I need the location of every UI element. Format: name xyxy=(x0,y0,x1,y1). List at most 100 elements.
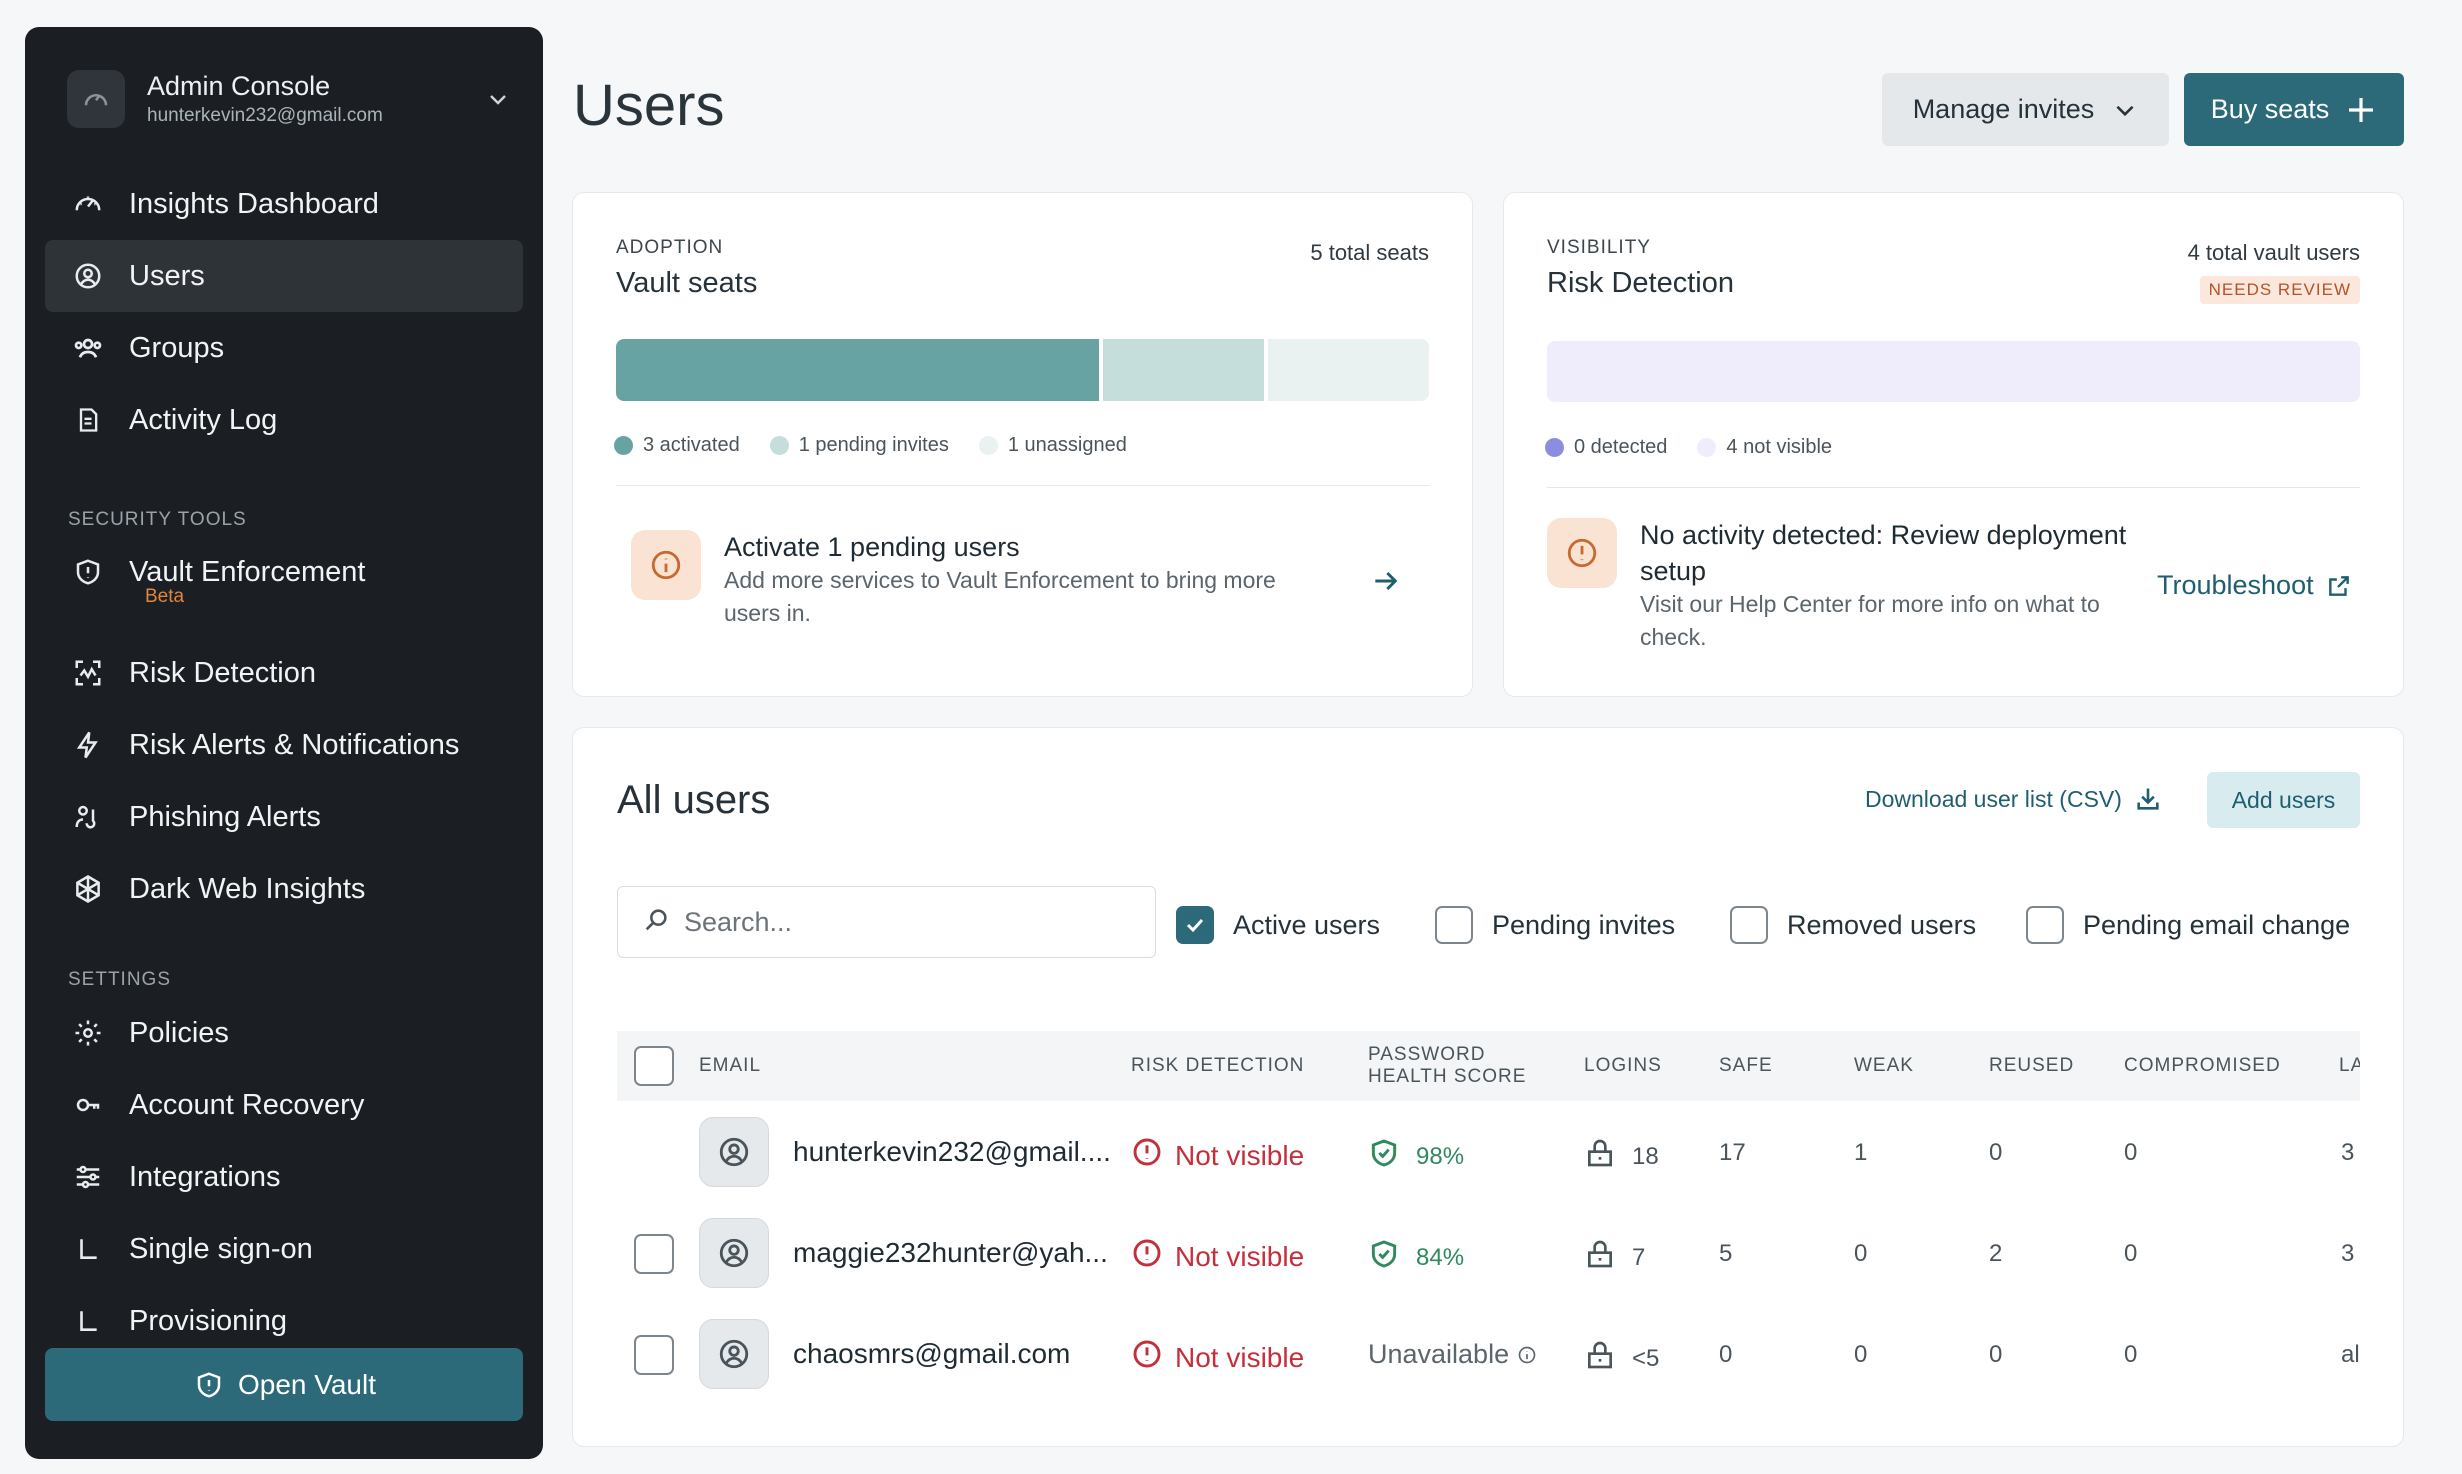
safe-count: 17 xyxy=(1719,1139,1746,1166)
sidebar-item-account-recovery[interactable]: Account Recovery xyxy=(45,1069,523,1141)
user-email[interactable]: maggie232hunter@yah... xyxy=(793,1237,1108,1268)
sidebar-item-risk-detection[interactable]: Risk Detection xyxy=(45,637,523,709)
gauge-icon xyxy=(71,187,105,221)
logins-count: 18 xyxy=(1584,1137,1659,1176)
checkbox[interactable] xyxy=(1730,906,1768,944)
sliders-icon xyxy=(71,1160,105,1194)
manage-invites-button[interactable]: Manage invites xyxy=(1882,73,2169,146)
filter-pending-email-change[interactable]: Pending email change xyxy=(2026,906,2350,944)
sidebar-item-activity-log[interactable]: Activity Log xyxy=(45,384,523,456)
sidebar-item-vault-enforcement[interactable]: Vault Enforcement Beta xyxy=(45,536,523,608)
troubleshoot-link[interactable]: Troubleshoot xyxy=(2157,570,2352,601)
row-checkbox[interactable] xyxy=(634,1234,674,1274)
info-icon xyxy=(631,530,701,600)
download-csv-link[interactable]: Download user list (CSV) xyxy=(1865,785,2162,813)
column-weak[interactable]: WEAK xyxy=(1854,1055,1914,1076)
filter-active-users[interactable]: Active users xyxy=(1176,906,1380,944)
alert-circle-icon xyxy=(1547,518,1617,588)
sidebar-item-provisioning[interactable]: Provisioning xyxy=(45,1285,523,1357)
account-switcher[interactable]: Admin Console hunterkevin232@gmail.com xyxy=(67,64,513,134)
bolt-icon xyxy=(71,728,105,762)
sidebar-item-dark-web-insights[interactable]: Dark Web Insights xyxy=(45,853,523,925)
select-all-checkbox[interactable] xyxy=(634,1046,674,1086)
sidebar-item-label: Phishing Alerts xyxy=(129,800,321,833)
sidebar-item-policies[interactable]: Policies xyxy=(45,997,523,1069)
shield-check-icon xyxy=(1368,1137,1400,1176)
account-email: hunterkevin232@gmail.com xyxy=(147,105,383,126)
filter-label: Removed users xyxy=(1787,909,1977,940)
section-title-settings: SETTINGS xyxy=(68,969,172,990)
open-vault-button[interactable]: Open Vault xyxy=(45,1348,523,1421)
risk-status: Not visible xyxy=(1131,1237,1304,1276)
search-box[interactable] xyxy=(617,886,1156,958)
legend-unassigned: 1 unassigned xyxy=(978,434,1127,457)
sidebar-item-users[interactable]: Users xyxy=(45,240,523,312)
password-health-unavailable: Unavailable xyxy=(1368,1339,1537,1370)
last-value: 3 xyxy=(2341,1240,2355,1267)
external-link-icon xyxy=(2326,573,2352,599)
info-icon[interactable] xyxy=(1517,1345,1537,1365)
filter-pending-invites[interactable]: Pending invites xyxy=(1435,906,1675,944)
checkbox-checked[interactable] xyxy=(1176,906,1214,944)
safe-count: 5 xyxy=(1719,1240,1733,1267)
search-icon xyxy=(642,906,670,939)
column-reused[interactable]: REUSED xyxy=(1989,1055,2075,1076)
lock-icon xyxy=(1584,1137,1616,1176)
sidebar-item-groups[interactable]: Groups xyxy=(45,312,523,384)
sidebar-item-label: Insights Dashboard xyxy=(129,187,379,220)
sidebar-item-label: Activity Log xyxy=(129,403,278,436)
buy-seats-button[interactable]: Buy seats xyxy=(2184,73,2404,146)
risk-bar-not-visible xyxy=(1547,341,2360,402)
add-users-button[interactable]: Add users xyxy=(2207,772,2360,828)
column-risk-detection[interactable]: RISK DETECTION xyxy=(1131,1055,1305,1076)
column-logins[interactable]: LOGINS xyxy=(1584,1055,1662,1076)
last-value: al xyxy=(2341,1341,2360,1368)
seat-bar-pending xyxy=(1103,339,1264,401)
sidebar-item-risk-alerts[interactable]: Risk Alerts & Notifications xyxy=(45,709,523,781)
sidebar-item-label: Groups xyxy=(129,331,225,364)
lock-icon xyxy=(1584,1238,1616,1277)
adoption-title: Vault seats xyxy=(616,267,758,299)
sidebar-item-phishing-alerts[interactable]: Phishing Alerts xyxy=(45,781,523,853)
reused-count: 0 xyxy=(1989,1139,2003,1166)
filter-removed-users[interactable]: Removed users xyxy=(1730,906,1976,944)
adoption-legend: 3 activated 1 pending invites 1 unassign… xyxy=(614,434,1157,457)
alert-circle-icon xyxy=(1131,1237,1163,1276)
arrow-right-icon[interactable] xyxy=(1370,565,1402,602)
alert-circle-icon xyxy=(1131,1136,1163,1175)
seat-bar-activated xyxy=(616,339,1099,401)
column-password-health[interactable]: PASSWORD HEALTH SCORE xyxy=(1368,1044,1527,1087)
checkbox[interactable] xyxy=(2026,906,2064,944)
last-value: 3 xyxy=(2341,1139,2355,1166)
sidebar-item-single-sign-on[interactable]: Single sign-on xyxy=(45,1213,523,1285)
weak-count: 1 xyxy=(1854,1139,1868,1166)
legend-pending: 1 pending invites xyxy=(769,434,949,457)
checkbox[interactable] xyxy=(1435,906,1473,944)
column-compromised[interactable]: COMPROMISED xyxy=(2124,1055,2281,1076)
compromised-count: 0 xyxy=(2124,1341,2138,1368)
search-input[interactable] xyxy=(684,906,1154,938)
sidebar: Admin Console hunterkevin232@gmail.com I… xyxy=(25,27,543,1459)
sidebar-item-integrations[interactable]: Integrations xyxy=(45,1141,523,1213)
compromised-count: 0 xyxy=(2124,1139,2138,1166)
user-email[interactable]: hunterkevin232@gmail.... xyxy=(793,1136,1111,1167)
beta-badge: Beta xyxy=(145,586,185,607)
adoption-total-seats: 5 total seats xyxy=(1310,240,1429,265)
row-checkbox[interactable] xyxy=(634,1335,674,1375)
manage-invites-label: Manage invites xyxy=(1912,94,2095,124)
reused-count: 2 xyxy=(1989,1240,2003,1267)
adoption-callout-title: Activate 1 pending users xyxy=(724,532,1020,562)
user-email[interactable]: chaosmrs@gmail.com xyxy=(793,1338,1071,1369)
corner-icon xyxy=(71,1304,105,1338)
sidebar-item-label: Dark Web Insights xyxy=(129,872,366,905)
column-email[interactable]: EMAIL xyxy=(699,1055,762,1076)
seat-bar-unassigned xyxy=(1268,339,1429,401)
risk-status: Not visible xyxy=(1131,1338,1304,1377)
section-title-security: SECURITY TOOLS xyxy=(68,509,247,530)
sidebar-item-insights-dashboard[interactable]: Insights Dashboard xyxy=(45,168,523,240)
column-last[interactable]: LA xyxy=(2339,1055,2360,1076)
chevron-down-icon[interactable] xyxy=(483,84,513,114)
all-users-title: All users xyxy=(617,778,771,822)
column-safe[interactable]: SAFE xyxy=(1719,1055,1773,1076)
lock-icon xyxy=(1584,1339,1616,1378)
